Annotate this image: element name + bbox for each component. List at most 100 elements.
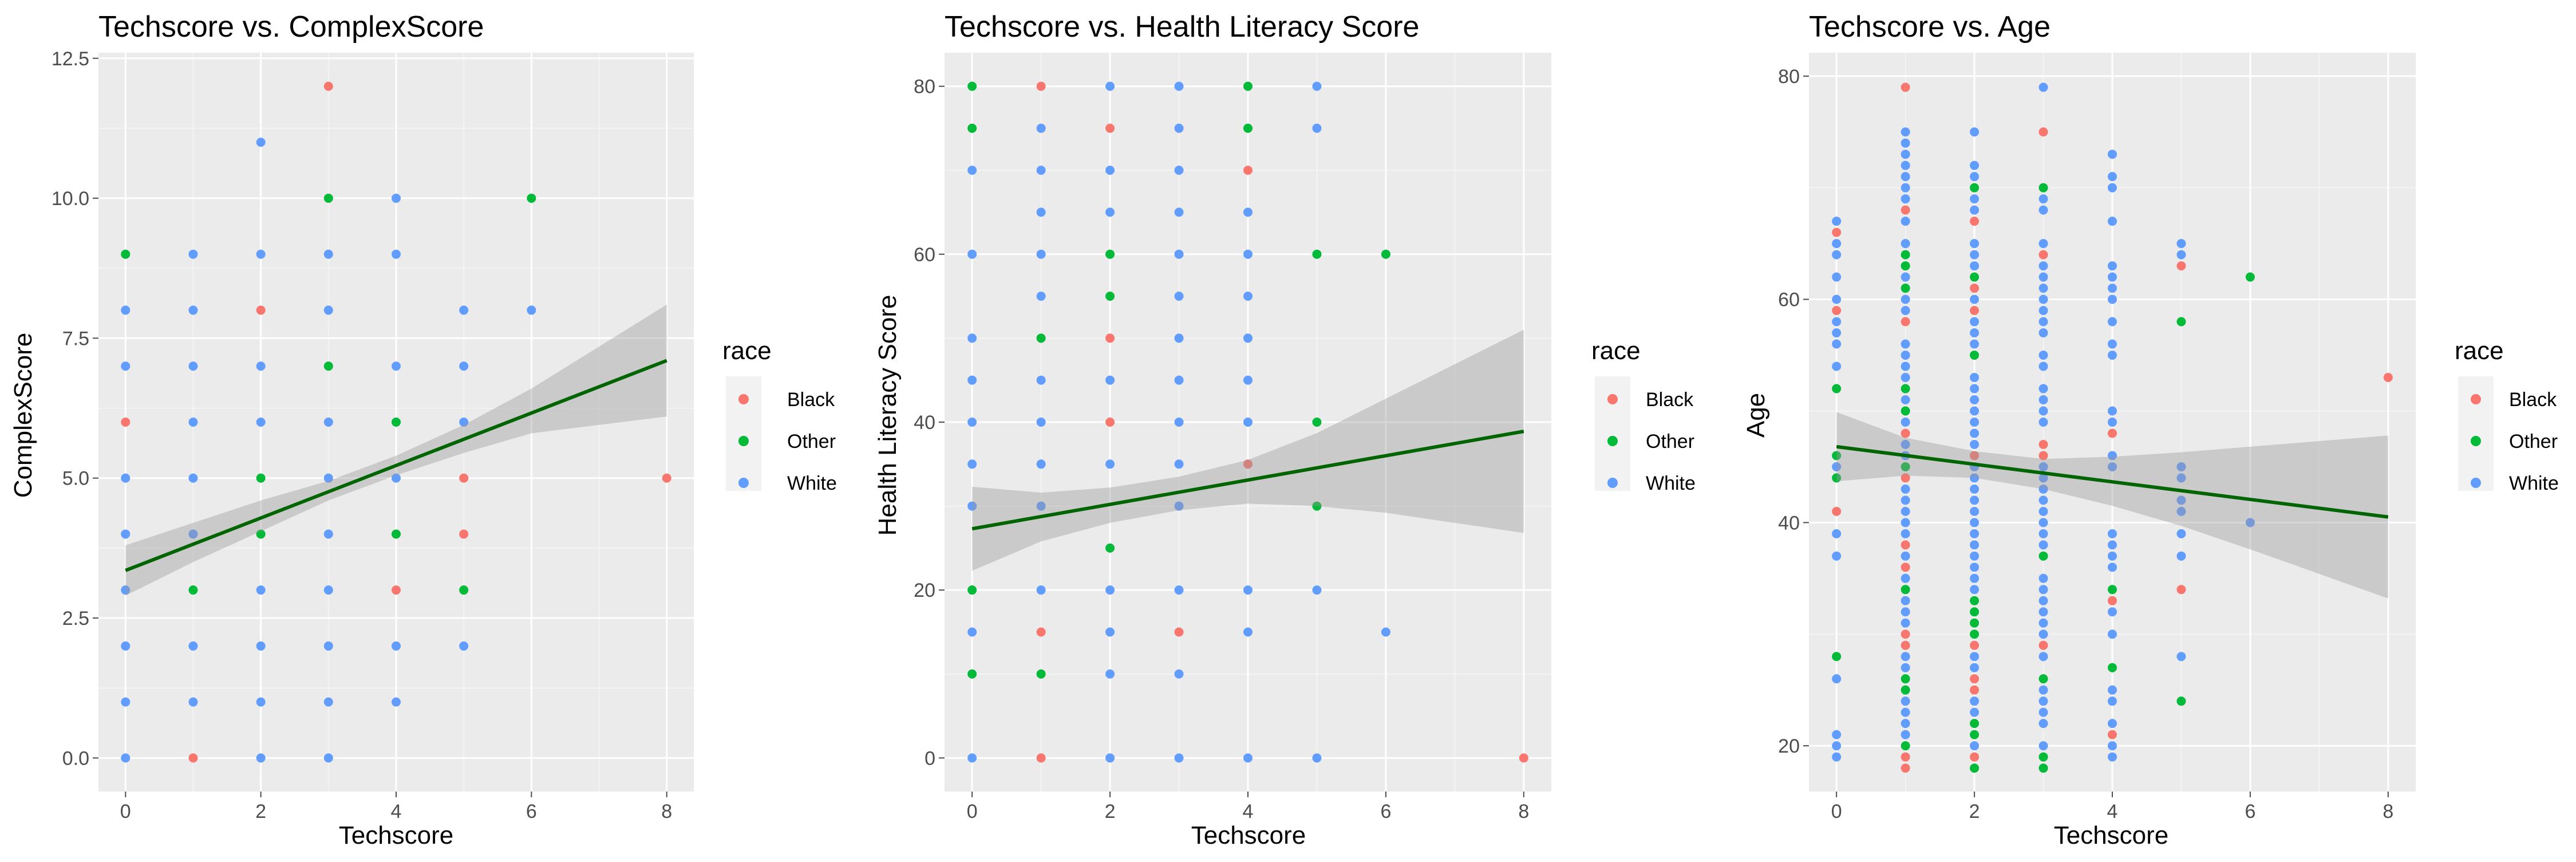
y-tick-label: 80: [914, 76, 935, 98]
data-point: [1036, 81, 1046, 91]
data-point: [1105, 249, 1115, 259]
data-point: [1970, 663, 1980, 672]
data-point: [662, 473, 671, 483]
data-point: [1901, 495, 1910, 505]
panel-title: Techscore vs. Age: [1809, 10, 2050, 44]
data-point: [967, 585, 977, 595]
legend-label-other: Other: [1646, 431, 1694, 452]
data-point: [1243, 627, 1253, 637]
data-point: [1901, 763, 1910, 773]
data-point: [2038, 529, 2048, 538]
data-point: [2038, 585, 2048, 595]
data-point: [1901, 730, 1910, 739]
data-point: [1970, 351, 1980, 360]
x-tick-label: 6: [526, 801, 537, 822]
data-point: [1243, 333, 1253, 343]
data-point: [2108, 551, 2117, 561]
data-point: [1832, 227, 1842, 237]
confidence-band: [125, 304, 667, 596]
data-point: [188, 697, 198, 707]
data-point: [188, 641, 198, 651]
data-point: [1832, 361, 1842, 371]
data-point: [2038, 183, 2048, 192]
data-point: [392, 585, 401, 595]
data-point: [1901, 261, 1910, 271]
legend-key-white: [2471, 478, 2481, 488]
data-point: [1832, 752, 1842, 762]
data-point: [1901, 696, 1910, 706]
data-point: [2038, 752, 2048, 762]
data-point: [2108, 719, 2117, 729]
data-point: [1105, 292, 1115, 301]
data-point: [2108, 596, 2117, 605]
data-point: [2108, 172, 2117, 182]
data-point: [323, 697, 333, 707]
data-point: [256, 473, 266, 483]
data-point: [1901, 250, 1910, 259]
data-point: [2108, 663, 2117, 672]
data-point: [1036, 249, 1046, 259]
data-point: [121, 529, 131, 539]
data-point: [2038, 640, 2048, 650]
data-point: [392, 697, 401, 707]
data-point: [1105, 459, 1115, 469]
data-point: [1901, 562, 1910, 572]
data-point: [188, 249, 198, 259]
data-point: [459, 585, 469, 595]
data-point: [1105, 333, 1115, 343]
data-point: [2038, 306, 2048, 316]
data-point: [1312, 123, 1322, 133]
data-point: [1243, 81, 1253, 91]
x-axis-title: Techscore: [2054, 821, 2169, 849]
data-point: [2108, 540, 2117, 550]
data-point: [967, 375, 977, 385]
data-point: [2038, 328, 2048, 338]
data-point: [2108, 607, 2117, 617]
x-axis-title: Techscore: [1191, 821, 1306, 849]
legend-label-white: White: [787, 473, 837, 494]
confidence-band: [1836, 412, 2388, 599]
data-point: [2038, 495, 2048, 505]
data-point: [256, 641, 266, 651]
panel-title: Techscore vs. Health Literacy Score: [945, 10, 1419, 44]
data-point: [323, 249, 333, 259]
legend-key-other: [738, 436, 749, 446]
data-point: [256, 249, 266, 259]
data-point: [1901, 663, 1910, 672]
data-point: [1105, 166, 1115, 175]
data-point: [2038, 82, 2048, 92]
data-point: [1970, 239, 1980, 249]
data-point: [459, 361, 469, 371]
data-point: [1036, 418, 1046, 427]
y-axis-title: Health Literacy Score: [874, 295, 902, 536]
data-point: [1174, 249, 1184, 259]
legend-title: race: [722, 337, 772, 365]
legend-label-other: Other: [787, 431, 836, 452]
data-point: [1901, 685, 1910, 695]
data-point: [1901, 529, 1910, 538]
data-point: [1970, 306, 1980, 316]
data-point: [1970, 205, 1980, 215]
data-point: [1970, 585, 1980, 595]
data-point: [323, 418, 333, 427]
data-point: [121, 641, 131, 651]
data-point: [2108, 529, 2117, 538]
plot-area-1: 0 2 4 6 8 0.0 2.5 5.0 7.5 10.0 12.5: [52, 48, 694, 822]
data-point: [1901, 484, 1910, 494]
data-point: [188, 361, 198, 371]
legend-key-black: [2471, 394, 2481, 404]
panel-health-literacy: Techscore vs. Health Literacy Score Tech…: [874, 10, 1419, 849]
data-point: [1901, 217, 1910, 226]
data-point: [1832, 529, 1842, 538]
data-point: [1832, 741, 1842, 751]
legend-key-background: [1595, 376, 1630, 491]
x-tick-label: 4: [2107, 801, 2118, 822]
data-point: [1243, 166, 1253, 175]
data-point: [1901, 439, 1910, 449]
data-point: [1970, 495, 1980, 505]
data-point: [2108, 585, 2117, 595]
data-point: [1901, 160, 1910, 170]
data-point: [2038, 272, 2048, 282]
data-point: [1036, 333, 1046, 343]
data-point: [2176, 239, 2186, 249]
